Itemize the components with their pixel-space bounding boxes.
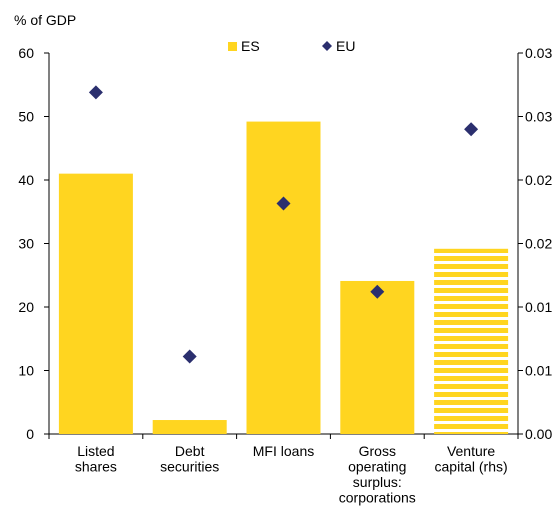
legend-swatch-es [228,42,237,51]
y2-tick-label: 0.02 [525,172,552,188]
x-tick-label: MFI loans [253,443,314,459]
marker-eu [182,349,197,364]
x-tick-label: shares [75,459,117,475]
bar-es [152,420,227,434]
y2-tick-label: 0.03 [525,45,552,61]
y-tick-label: 20 [18,299,34,315]
bar-es [434,248,509,434]
marker-eu [370,284,385,299]
legend-item-eu: EU [322,38,355,54]
legend-item-es: ES [228,38,260,54]
bar-es [340,280,415,434]
y2-tick-label: 0.01 [525,363,552,379]
y2-tick-label: 0.02 [525,236,552,252]
y-axis-label: % of GDP [14,12,76,28]
x-tick-label: surplus: [353,474,402,490]
x-tick-label: Venture [447,443,495,459]
bars [58,121,509,434]
x-tick-label: securities [160,459,219,475]
x-ticks [48,434,519,439]
x-tick-label: Gross [359,443,396,459]
y-tick-label: 10 [18,363,34,379]
y-tick-label: 40 [18,172,34,188]
marker-eu [276,196,291,211]
x-tick-label: corporations [339,490,416,506]
marker-eu [88,85,103,100]
legend-label-es: ES [241,38,260,54]
bar-es [58,173,133,434]
x-tick-label: Debt [175,443,205,459]
bar-es [246,121,321,434]
x-tick-label: capital (rhs) [435,459,508,475]
y-tick-label: 0 [26,426,34,442]
y2-tick-label: 0.00 [525,426,552,442]
y2-tick-label: 0.01 [525,299,552,315]
y-ticks-right: 0.00 0.01 0.01 0.02 0.02 0.03 0.03 [518,45,552,442]
y-tick-label: 50 [18,109,34,125]
markers [88,85,479,364]
x-tick-label: Listed [77,443,114,459]
legend: ES EU [228,38,355,54]
x-tick-label: operating [348,459,406,475]
y-tick-label: 30 [18,236,34,252]
marker-eu [464,122,479,137]
legend-marker-eu [322,41,332,51]
y-ticks-left: 0 10 20 30 40 50 60 [18,45,49,442]
legend-label-eu: EU [336,38,355,54]
y2-tick-label: 0.03 [525,109,552,125]
y-tick-label: 60 [18,45,34,61]
